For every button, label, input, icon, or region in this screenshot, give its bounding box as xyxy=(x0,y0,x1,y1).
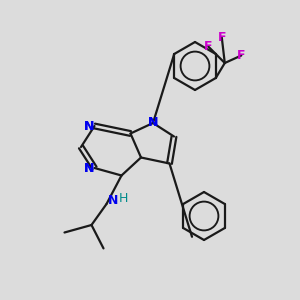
Text: F: F xyxy=(237,49,245,62)
Text: N: N xyxy=(84,119,94,133)
Text: H: H xyxy=(118,192,128,205)
Text: F: F xyxy=(204,40,212,53)
Text: N: N xyxy=(84,119,94,133)
Text: N: N xyxy=(148,116,158,130)
Text: N: N xyxy=(148,116,158,129)
Text: F: F xyxy=(218,31,226,44)
Text: N: N xyxy=(84,161,94,175)
Text: N: N xyxy=(84,161,94,175)
Text: N: N xyxy=(108,194,118,207)
